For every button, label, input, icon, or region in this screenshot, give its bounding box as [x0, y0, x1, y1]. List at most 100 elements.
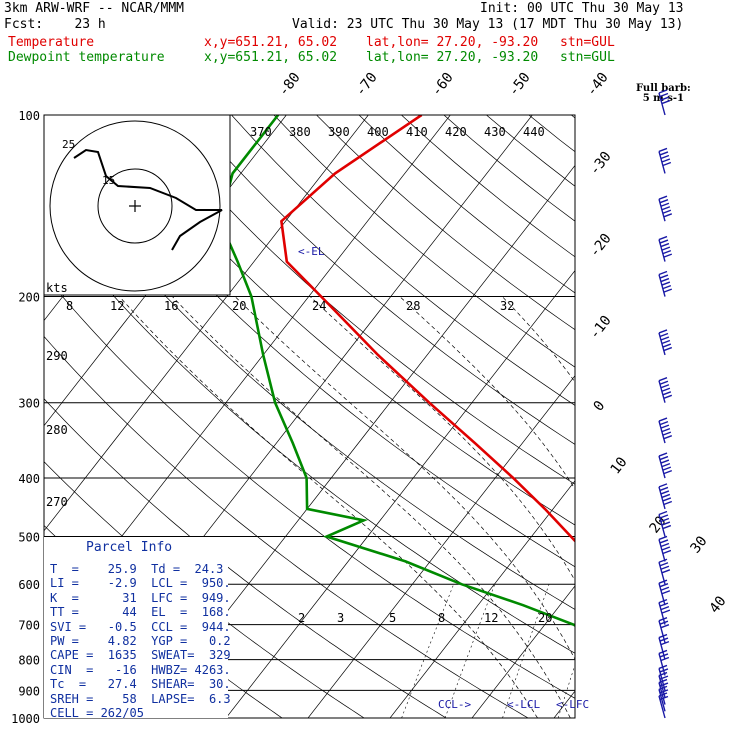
wind-barb-flag: [659, 514, 669, 519]
wind-barb-staff: [658, 602, 666, 625]
wind-barb-flag: [662, 391, 672, 396]
isotherm-label: -10: [587, 313, 615, 343]
isotherm-label: 0: [591, 398, 609, 414]
dry-adiabat-line: [44, 212, 575, 654]
hodograph-speed-label: 32: [500, 299, 514, 313]
hodograph-ring-inner: [97, 168, 173, 244]
dewpoint-profile: [218, 115, 575, 628]
mixing-ratio-label: 2: [298, 611, 305, 625]
wind-barb: [658, 377, 673, 403]
temperature-latlon: lat,lon= 27.20, -93.20: [366, 35, 539, 50]
isotherm-label: 10: [608, 454, 631, 477]
dry-adiabat-line: [44, 335, 529, 718]
isotherm-label: -70: [353, 70, 381, 100]
theta-top-label: 430: [484, 125, 506, 139]
theta-top-label: 390: [328, 125, 350, 139]
wind-barb-flag: [658, 452, 668, 457]
dry-adiabat-line: [44, 273, 575, 699]
wind-barb-flag: [661, 546, 671, 551]
wind-barb-staff: [658, 455, 666, 479]
wind-barb-flag: [660, 459, 670, 464]
wind-barb-flag: [659, 239, 669, 244]
isotherm-label: -30: [587, 149, 615, 179]
wind-barb-flag: [662, 549, 672, 555]
theta-label: 280: [46, 423, 68, 437]
wind-barb-flag: [661, 387, 671, 392]
wind-barb-flag: [660, 542, 670, 548]
wind-barb-flag: [659, 274, 669, 279]
parcel-info-title: Parcel Info: [86, 540, 173, 555]
wind-barb-staff: [658, 198, 666, 222]
wind-barb-flag: [662, 466, 672, 471]
moist-adiabat-line: [172, 296, 571, 718]
wind-barb-staff: [658, 486, 666, 510]
wind-barb-staff: [658, 668, 666, 691]
wind-barb-flag: [661, 609, 671, 614]
wind-barb-flag: [661, 206, 671, 211]
moist-adiabat-line: [501, 296, 575, 383]
wind-barb-flag: [660, 624, 670, 629]
pressure-label: 300: [18, 397, 40, 411]
wind-barb-flag: [662, 431, 672, 436]
wind-barb-flag: [661, 521, 671, 526]
temperature-legend: Temperature: [8, 35, 95, 50]
wind-barb: [658, 579, 671, 606]
theta-top-label: 380: [289, 125, 311, 139]
wind-barb-flag: [661, 569, 671, 574]
mixing-ratio-label: 3: [337, 611, 344, 625]
hodograph-speed-label: 12: [110, 299, 124, 313]
hodograph-speed-label: 16: [164, 299, 178, 313]
wind-barb-flag: [663, 288, 673, 293]
isotherm-line: [626, 115, 740, 731]
parcel-info-row: LI = -2.9 LCL = 950.: [50, 576, 231, 591]
theta-top-label: 440: [523, 125, 545, 139]
wind-barb-flag: [660, 202, 670, 207]
temperature-profile: [280, 115, 575, 543]
wind-barb-flag: [663, 394, 673, 399]
isotherm-label: -60: [429, 70, 457, 100]
parcel-info-row: SREH = 58 LAPSE= 6.3: [50, 691, 231, 706]
plot-frame: [43, 114, 576, 719]
hodograph-ring-label: 25: [62, 138, 75, 151]
wind-barb-flag: [659, 539, 669, 544]
wind-barb-flag: [661, 281, 671, 286]
wind-barb-flag: [663, 500, 673, 506]
pressure-label: 600: [18, 578, 40, 592]
wind-barb-staff: [658, 332, 666, 356]
theta-label: 290: [46, 349, 68, 363]
el-marker: <-EL: [298, 245, 325, 258]
wind-barb-flag: [663, 469, 673, 475]
mixing-ratio-label: 20: [538, 611, 552, 625]
wind-barb-flag: [661, 462, 671, 468]
hodograph-ring-outer: [49, 120, 221, 292]
wind-barb: [658, 147, 672, 174]
wind-barb-staff: [658, 675, 666, 698]
wind-barb-flag: [663, 435, 673, 440]
wind-barb-staff: [658, 562, 666, 585]
wind-barb: [658, 510, 672, 537]
wind-barb-flag: [662, 343, 672, 348]
dry-adiabat-line: [486, 115, 575, 187]
forecast-hour: Fcst: 23 h: [4, 17, 106, 32]
isotherm-line: [553, 690, 575, 718]
lfc-marker: <-LFC: [556, 698, 589, 711]
full-barb-label: Full barb:: [636, 83, 691, 94]
parcel-info-row: T = 25.9 Td = 24.3: [50, 562, 224, 576]
parcel-info-row: Tc = 27.4 SHEAR= 30.: [50, 677, 231, 692]
wind-barb-staff: [658, 514, 666, 537]
wind-barb-flag: [659, 332, 669, 338]
parcel-info-box: [44, 537, 228, 718]
wind-barb-flag: [661, 99, 671, 105]
wind-barb-flag: [658, 483, 668, 488]
mixing-ratio-label: 5: [389, 611, 396, 625]
wind-barb-flag: [661, 158, 671, 163]
pressure-label: 700: [18, 619, 40, 633]
wind-barb-flag: [661, 339, 671, 345]
wind-barb-flag: [660, 384, 670, 389]
pressure-label: 800: [18, 654, 40, 668]
wind-barb-flag: [660, 96, 670, 101]
wind-barb-flag: [658, 598, 668, 604]
wind-barb-staff: [658, 274, 666, 297]
wind-barb-flag: [661, 493, 671, 499]
isotherm-line: [708, 115, 740, 731]
